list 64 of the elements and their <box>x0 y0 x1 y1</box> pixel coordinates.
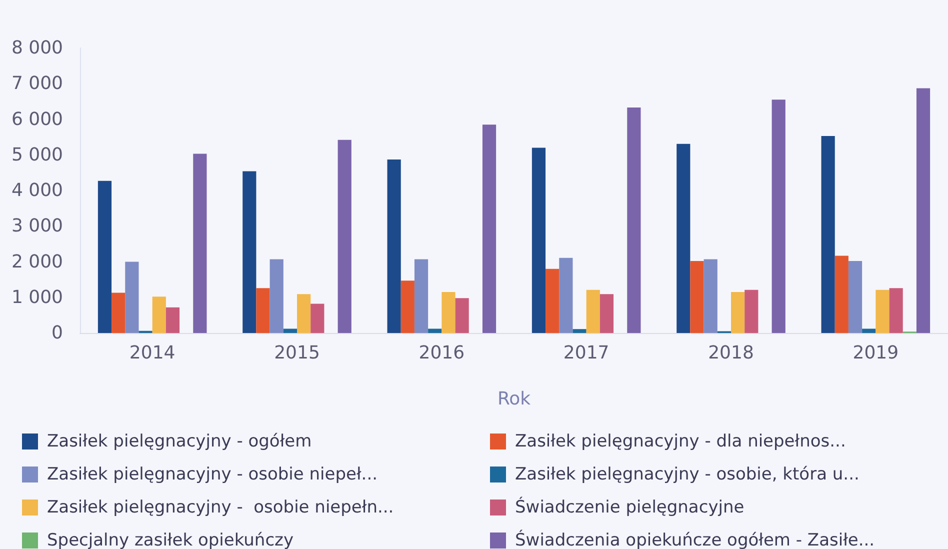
bar <box>387 160 401 333</box>
y-tick-label: 8 000 <box>11 38 63 58</box>
bar <box>889 288 903 333</box>
legend-label: Specjalny zasiłek opiekuńczy <box>47 530 294 549</box>
x-tick-label: 2016 <box>418 342 465 364</box>
legend-label: Zasiłek pielęgnacyjny - ogółem <box>47 432 312 452</box>
legend-label: Świadczenia opiekuńcze ogółem - Zasiłe... <box>515 530 875 549</box>
bar <box>532 148 546 333</box>
y-tick-label: 3 000 <box>11 216 63 237</box>
bar <box>772 100 786 333</box>
x-tick-label: 2015 <box>274 342 320 364</box>
bar <box>166 307 180 333</box>
bar <box>862 328 876 333</box>
bar <box>690 261 704 333</box>
y-tick-label: 1 000 <box>11 286 63 308</box>
x-tick-label: 2019 <box>852 342 899 364</box>
bar <box>546 268 560 333</box>
bar <box>704 259 718 333</box>
bar <box>821 136 835 333</box>
bar <box>586 290 600 333</box>
bar <box>400 280 414 333</box>
bar <box>848 261 862 333</box>
bar <box>676 144 690 333</box>
y-tick-label: 6 000 <box>11 108 63 130</box>
bar <box>193 154 207 333</box>
bar <box>98 180 112 333</box>
legend-label: Zasiłek pielęgnacyjny - osobie, która u... <box>515 464 860 484</box>
bar <box>482 124 496 333</box>
bar <box>455 298 469 333</box>
legend-label: Zasiłek pielęgnacyjny - osobie niepełn... <box>47 498 394 518</box>
bar <box>125 262 139 333</box>
y-tick-label: 5 000 <box>11 144 63 166</box>
bar <box>256 288 270 333</box>
bar <box>152 296 166 333</box>
legend-label: Zasiłek pielęgnacyjny - osobie niepeł... <box>47 464 378 484</box>
bar <box>627 107 641 333</box>
bar <box>834 256 848 333</box>
bar <box>744 290 758 333</box>
bar <box>338 140 352 333</box>
bar <box>242 171 256 333</box>
y-tick-label: 4 000 <box>11 180 63 201</box>
bar <box>731 292 745 333</box>
bar <box>112 292 126 333</box>
x-tick-label: 2017 <box>563 342 610 364</box>
bar <box>414 259 428 333</box>
y-tick-label: 2 000 <box>11 251 63 272</box>
y-tick-label: 7 000 <box>11 73 63 94</box>
bar <box>283 328 297 333</box>
x-axis-title: Rok <box>497 388 532 410</box>
bar <box>559 258 573 333</box>
x-tick-label: 2014 <box>129 342 176 364</box>
bar <box>600 294 614 333</box>
bar <box>270 259 284 333</box>
bar <box>572 329 586 333</box>
legend-label: Zasiłek pielęgnacyjny - dla niepełnos... <box>515 432 846 452</box>
y-tick-label: 0 <box>52 322 63 344</box>
bar <box>916 88 930 333</box>
x-tick-label: 2018 <box>708 342 754 364</box>
bar <box>428 328 442 333</box>
bar <box>442 292 456 333</box>
bar <box>297 294 311 333</box>
legend-label: Świadczenie pielęgnacyjne <box>515 496 744 518</box>
bar <box>310 304 324 333</box>
bar <box>876 290 890 333</box>
